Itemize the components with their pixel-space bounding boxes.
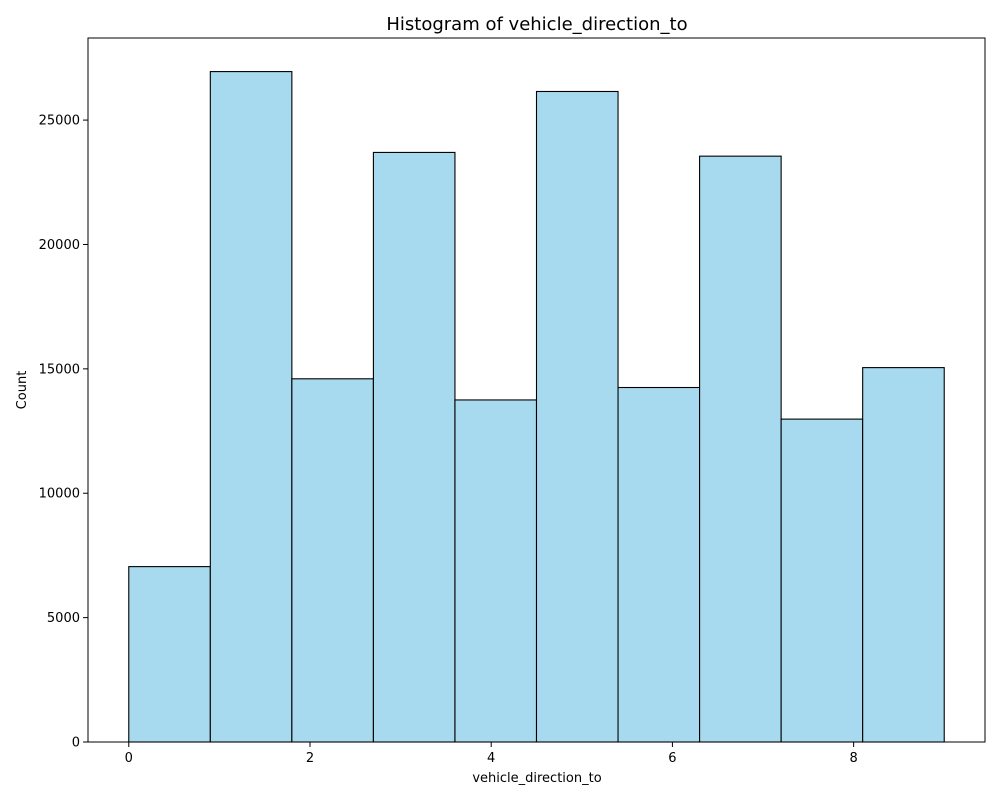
x-tick-label: 8 [849, 751, 857, 766]
y-axis-label: Count [15, 371, 30, 410]
plot-frame [87, 37, 986, 743]
histogram-bar [209, 71, 293, 743]
y-tick-label: 25000 [39, 114, 80, 129]
y-tick-label: 20000 [39, 238, 80, 253]
y-tick-label: 5000 [47, 611, 80, 626]
histogram-bar [291, 378, 374, 743]
histogram-bar [128, 566, 211, 743]
x-tick-label: 6 [668, 751, 676, 766]
histogram-bar [699, 155, 782, 743]
histogram-bar [780, 418, 864, 743]
y-tick-label: 15000 [39, 362, 80, 377]
x-tick-label: 4 [487, 751, 495, 766]
y-axis-ticks: 0 5000 10000 15000 20000 25000 [39, 114, 88, 751]
bars-group [128, 71, 945, 743]
y-tick-label: 0 [72, 736, 80, 751]
histogram-bar [862, 367, 945, 743]
histogram-bar [535, 90, 619, 743]
histogram-bar [454, 399, 538, 743]
x-axis-ticks: 0 2 4 6 8 [125, 742, 858, 766]
x-tick-label: 0 [125, 751, 133, 766]
x-axis-label: vehicle_direction_to [472, 771, 601, 786]
histogram-bar [372, 151, 456, 743]
x-tick-label: 2 [306, 751, 314, 766]
y-tick-label: 10000 [39, 487, 80, 502]
histogram-bar [617, 386, 701, 743]
chart-title: Histogram of vehicle_direction_to [386, 14, 687, 35]
